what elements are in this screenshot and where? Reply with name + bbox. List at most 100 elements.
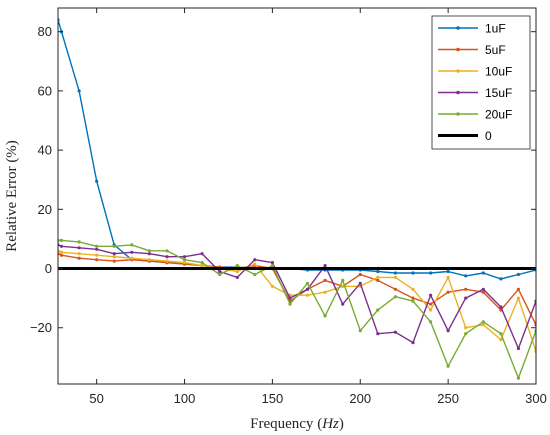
data-point: [112, 244, 116, 248]
x-tick-label: 250: [437, 391, 459, 406]
data-point: [464, 287, 468, 291]
data-point: [288, 302, 292, 306]
data-point: [77, 89, 81, 93]
data-point: [446, 364, 450, 368]
data-point: [200, 264, 204, 268]
legend-item-0: 0: [438, 129, 492, 143]
data-point: [429, 308, 433, 312]
data-point: [147, 252, 151, 256]
data-point: [182, 261, 187, 265]
legend-item-5uF: 5uF: [438, 43, 506, 57]
x-tick-label: 300: [525, 391, 547, 406]
data-point: [393, 287, 397, 291]
data-point: [59, 250, 64, 254]
data-point: [323, 314, 327, 318]
data-point: [147, 258, 151, 262]
data-point: [130, 243, 134, 247]
data-point: [270, 261, 274, 265]
data-point: [481, 287, 485, 291]
data-point: [376, 308, 380, 312]
data-point: [499, 338, 503, 342]
data-point: [429, 320, 433, 324]
data-point: [305, 281, 310, 285]
data-point: [165, 255, 169, 259]
data-point: [516, 296, 521, 300]
data-point: [235, 269, 239, 274]
y-tick-label: 80: [38, 24, 52, 39]
series-15uF: [58, 243, 536, 351]
x-tick-label: 200: [349, 391, 371, 406]
data-point: [323, 290, 327, 294]
data-point: [270, 264, 274, 268]
y-tick-label: −20: [30, 320, 52, 335]
legend-label: 20uF: [485, 108, 512, 122]
legend-item-20uF: 20uF: [438, 108, 512, 122]
data-point: [235, 264, 239, 268]
data-point: [446, 275, 450, 279]
data-point: [77, 246, 81, 250]
data-point: [235, 275, 239, 279]
y-tick-label: 0: [45, 261, 52, 276]
x-axis-label-text: Frequency: [250, 416, 314, 432]
data-point: [358, 329, 362, 333]
data-point: [464, 326, 468, 330]
y-tick-label: 20: [38, 202, 52, 217]
data-point: [429, 302, 433, 306]
y-axis-label: Relative Error (%): [4, 140, 20, 252]
data-point: [130, 256, 134, 260]
y-tick-label: 60: [38, 83, 52, 98]
x-tick-label: 150: [262, 391, 284, 406]
data-point: [112, 252, 116, 256]
data-point: [147, 249, 151, 253]
data-point: [393, 330, 397, 334]
data-point: [270, 284, 274, 288]
data-point: [182, 255, 187, 259]
data-point: [499, 332, 503, 336]
data-point: [112, 259, 116, 263]
data-point: [516, 287, 521, 291]
data-point: [323, 278, 327, 282]
data-point: [59, 253, 64, 257]
data-point: [376, 278, 380, 282]
data-point: [59, 244, 64, 248]
data-point: [393, 275, 397, 279]
data-point: [481, 290, 485, 294]
x-tick-label: 100: [174, 391, 196, 406]
legend-item-15uF: 15uF: [438, 86, 512, 100]
data-point: [341, 284, 345, 288]
data-point: [165, 249, 169, 253]
data-point: [130, 250, 134, 254]
data-point: [77, 256, 81, 260]
legend-box: [431, 15, 531, 150]
x-axis-unit: (: [317, 416, 322, 432]
data-point: [393, 271, 397, 275]
legend-marker: [456, 90, 460, 95]
series-5uF: [58, 252, 536, 327]
data-point: [253, 258, 257, 262]
data-point: [165, 259, 169, 263]
data-point: [253, 262, 257, 266]
legend: 1uF 5uF 10uF 15uF 20uF 0: [431, 15, 531, 150]
data-point: [305, 293, 310, 297]
data-point: [253, 272, 257, 277]
data-point: [95, 258, 99, 262]
data-point: [323, 264, 327, 268]
data-point: [516, 272, 521, 277]
data-point: [446, 329, 450, 333]
data-point: [499, 277, 503, 281]
data-point: [376, 275, 380, 279]
data-point: [95, 253, 99, 257]
data-point: [481, 271, 485, 275]
data-point: [59, 238, 64, 242]
data-point: [429, 293, 433, 297]
data-point: [411, 341, 415, 345]
x-tick-label: 50: [89, 391, 103, 406]
data-point: [358, 281, 362, 285]
data-point: [182, 258, 187, 262]
legend-label: 1uF: [485, 22, 506, 36]
data-point: [95, 244, 99, 248]
data-point: [464, 332, 468, 336]
data-point: [411, 299, 415, 303]
x-axis-label: Frequency (Hz): [250, 416, 344, 432]
